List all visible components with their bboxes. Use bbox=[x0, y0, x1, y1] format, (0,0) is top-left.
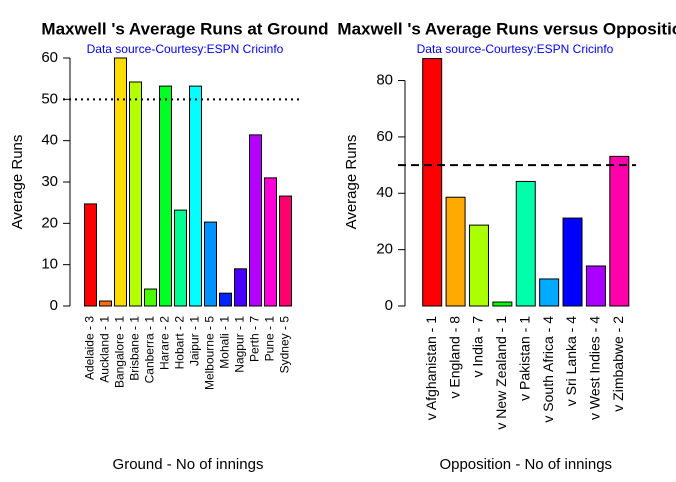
x-tick-label: v Zimbabwe - 2 bbox=[610, 316, 626, 412]
x-tick-label: v England - 8 bbox=[446, 316, 462, 399]
x-tick-label: Mohali - 1 bbox=[218, 316, 232, 369]
bar bbox=[492, 301, 513, 307]
bar bbox=[609, 155, 630, 307]
bar bbox=[204, 221, 217, 307]
y-tick-label: 0 bbox=[385, 297, 393, 314]
bar bbox=[249, 134, 262, 307]
x-tick-label: Canberra - 1 bbox=[143, 316, 157, 384]
y-tick-label: 60 bbox=[376, 128, 393, 145]
bar bbox=[515, 180, 536, 307]
y-tick-label: 0 bbox=[50, 297, 58, 314]
y-tick-label: 80 bbox=[376, 72, 393, 89]
bar bbox=[279, 195, 292, 307]
x-tick-label: v India - 7 bbox=[470, 316, 486, 378]
x-tick-label: Bangalore - 1 bbox=[113, 316, 127, 388]
x-axis-title: Opposition - No of innings bbox=[439, 456, 612, 473]
bar bbox=[264, 177, 277, 307]
chart-subtitle: Data source-Courtesy:ESPN Cricinfo bbox=[87, 42, 284, 56]
x-tick-label: v West Indies - 4 bbox=[587, 316, 603, 420]
y-axis-title: Average Runs bbox=[9, 135, 26, 230]
chart-subtitle: Data source-Courtesy:ESPN Cricinfo bbox=[417, 42, 614, 56]
y-tick-label: 40 bbox=[41, 132, 58, 149]
x-tick-label: v South Africa - 4 bbox=[540, 316, 556, 423]
x-tick-label: Jaipur - 1 bbox=[188, 316, 202, 366]
bar bbox=[99, 300, 112, 307]
y-tick-label: 40 bbox=[376, 184, 393, 201]
y-tick-label: 20 bbox=[376, 241, 393, 258]
x-tick-label: Melbourne - 5 bbox=[203, 316, 217, 390]
bar bbox=[129, 81, 142, 307]
x-tick-label: Sydney - 5 bbox=[278, 316, 292, 374]
y-tick-label: 60 bbox=[41, 49, 58, 66]
x-tick-label: v Pakistan - 1 bbox=[516, 316, 532, 401]
bar bbox=[219, 292, 232, 307]
bar bbox=[114, 57, 127, 307]
x-tick-label: Brisbane - 1 bbox=[128, 316, 142, 381]
x-tick-label: v New Zealand - 1 bbox=[493, 316, 509, 430]
bar bbox=[562, 217, 583, 307]
x-tick-label: Nagpur - 1 bbox=[233, 316, 247, 373]
bar bbox=[159, 85, 172, 307]
bar bbox=[539, 278, 560, 307]
chart-title: Maxwell 's Average Runs versus Oppositio… bbox=[337, 19, 676, 38]
y-tick-label: 30 bbox=[41, 173, 58, 190]
x-tick-label: v Sri Lanka - 4 bbox=[563, 316, 579, 406]
chart-title: Maxwell 's Average Runs at Ground bbox=[41, 19, 328, 38]
bar bbox=[84, 203, 97, 307]
x-tick-label: Harare - 2 bbox=[158, 316, 172, 370]
y-tick-label: 10 bbox=[41, 256, 58, 273]
x-tick-label: Perth - 7 bbox=[248, 316, 262, 362]
x-tick-label: Hobart - 2 bbox=[173, 316, 187, 370]
y-tick-label: 50 bbox=[41, 90, 58, 107]
y-tick-label: 20 bbox=[41, 214, 58, 231]
x-axis-title: Ground - No of innings bbox=[113, 456, 264, 473]
bar bbox=[468, 224, 489, 307]
x-tick-label: Adelaide - 3 bbox=[83, 316, 97, 380]
x-tick-label: v Afghanistan - 1 bbox=[423, 316, 439, 421]
bar bbox=[144, 288, 157, 307]
x-tick-label: Auckland - 1 bbox=[98, 316, 112, 383]
bar bbox=[585, 265, 606, 307]
bar bbox=[422, 58, 443, 307]
bar bbox=[234, 268, 247, 307]
y-axis-title: Average Runs bbox=[343, 135, 360, 230]
bar bbox=[189, 85, 202, 307]
bar bbox=[174, 209, 187, 307]
x-tick-label: Pune - 1 bbox=[263, 316, 277, 362]
bar bbox=[445, 196, 466, 307]
